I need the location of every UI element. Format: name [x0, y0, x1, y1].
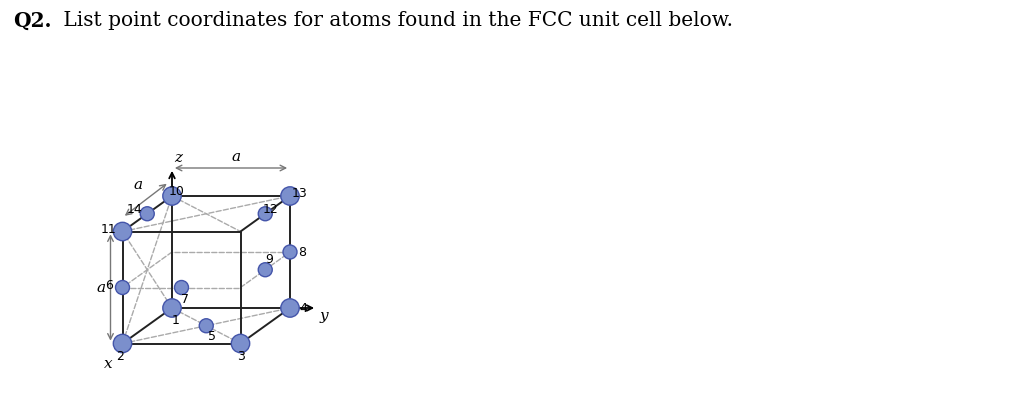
Circle shape [281, 299, 299, 317]
Text: y: y [319, 309, 329, 323]
Circle shape [114, 334, 132, 353]
Circle shape [258, 207, 272, 221]
Text: 7: 7 [180, 293, 188, 306]
Text: 10: 10 [169, 185, 185, 199]
Text: 12: 12 [262, 203, 279, 216]
Circle shape [283, 245, 297, 259]
Text: a: a [96, 280, 105, 295]
Circle shape [174, 280, 188, 295]
Text: 9: 9 [265, 253, 273, 266]
Text: a: a [133, 178, 142, 192]
Text: 11: 11 [100, 223, 117, 236]
Text: 1: 1 [172, 314, 180, 328]
Circle shape [114, 222, 132, 241]
Circle shape [281, 187, 299, 205]
Circle shape [231, 334, 250, 353]
Circle shape [200, 319, 213, 333]
Text: a: a [231, 150, 241, 164]
Text: x: x [104, 357, 113, 372]
Text: 5: 5 [208, 330, 216, 343]
Text: z: z [174, 151, 182, 165]
Text: 13: 13 [292, 187, 308, 201]
Circle shape [258, 263, 272, 277]
Text: 2: 2 [117, 350, 125, 363]
Text: 3: 3 [238, 350, 246, 363]
Text: List point coordinates for atoms found in the FCC unit cell below.: List point coordinates for atoms found i… [57, 11, 733, 30]
Text: Q2.: Q2. [13, 11, 51, 31]
Circle shape [163, 299, 181, 317]
Text: 14: 14 [126, 203, 142, 216]
Text: 8: 8 [298, 245, 306, 258]
Circle shape [116, 280, 129, 295]
Circle shape [163, 187, 181, 205]
Text: 4: 4 [299, 301, 307, 314]
Circle shape [140, 207, 155, 221]
Text: 6: 6 [105, 279, 114, 292]
